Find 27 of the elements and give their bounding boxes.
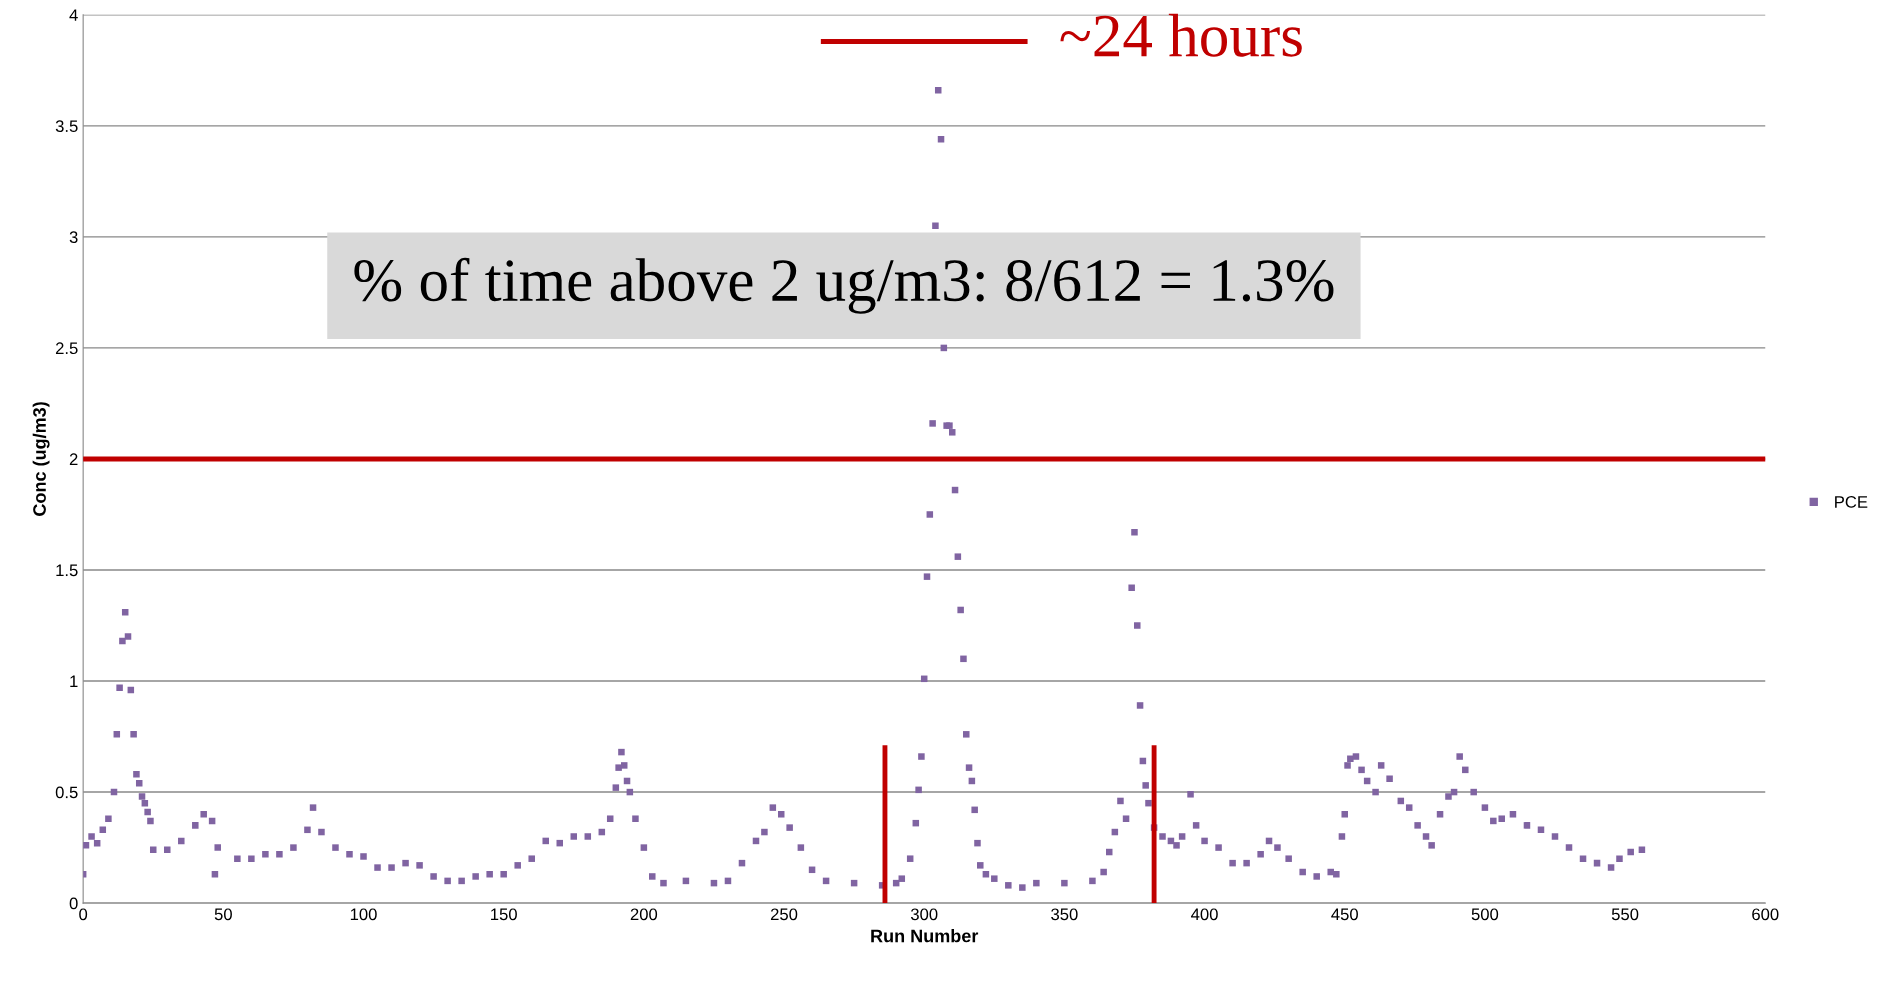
x-tick-label: 500 bbox=[1471, 908, 1499, 921]
y-tick-label: 3 bbox=[69, 231, 78, 244]
x-axis-title: Run Number bbox=[871, 929, 979, 943]
x-tick-label: 450 bbox=[1331, 908, 1358, 921]
y-tick-label: 0.5 bbox=[55, 786, 78, 799]
x-tick-label: 0 bbox=[79, 908, 88, 921]
y-tick-label: 1 bbox=[70, 675, 78, 688]
y-axis-title: Conc (ug/m3) bbox=[32, 402, 50, 516]
y-tick-label: 3.5 bbox=[55, 120, 78, 133]
x-tick-label: 150 bbox=[491, 908, 517, 921]
legend-label: PCE bbox=[1835, 496, 1868, 508]
annotation: ~24 hours bbox=[1060, 13, 1302, 57]
x-tick-label: 550 bbox=[1611, 908, 1639, 921]
x-tick-label: 300 bbox=[910, 908, 938, 921]
y-tick-label: 2 bbox=[69, 453, 78, 465]
y-tick-label: 4 bbox=[69, 9, 78, 21]
y-tick-label: 1.5 bbox=[56, 564, 78, 577]
x-tick-label: 200 bbox=[630, 908, 658, 921]
x-tick-label: 100 bbox=[350, 908, 377, 921]
x-tick-label: 250 bbox=[770, 908, 798, 921]
y-tick-label: 0 bbox=[69, 897, 78, 910]
y-tick-label: 2.5 bbox=[55, 342, 78, 355]
x-tick-label: 400 bbox=[1191, 908, 1218, 921]
x-tick-label: 350 bbox=[1051, 908, 1078, 921]
annotation: % of time above 2 ug/m3: 8/612 = 1.3% bbox=[354, 257, 1334, 314]
x-tick-label: 50 bbox=[214, 908, 232, 921]
x-tick-label: 600 bbox=[1752, 908, 1779, 921]
